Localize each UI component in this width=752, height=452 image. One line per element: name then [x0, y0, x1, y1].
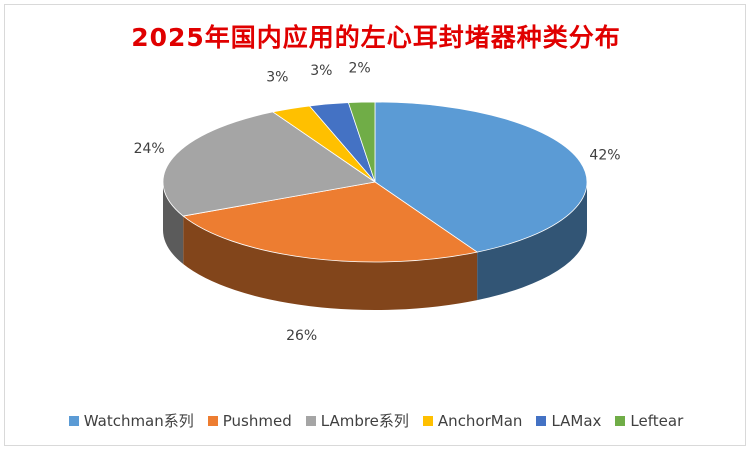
pie-side-watchman: [477, 182, 587, 301]
data-label-anchorman: 3%: [266, 70, 288, 86]
legend-item-lamax: LAMax: [536, 410, 601, 431]
pie-slice-pushmed: [182, 181, 479, 263]
data-label-leftear: 2%: [348, 61, 370, 77]
legend-item-watchman: Watchman系列: [68, 410, 194, 431]
chart-title: 2025年国内应用的左心耳封堵器种类分布: [131, 23, 621, 52]
legend-swatch-lambre: [305, 415, 316, 426]
legend-item-anchorman: AnchorMan: [422, 410, 523, 431]
legend-swatch-leftear: [615, 415, 626, 426]
data-label-pushmed: 26%: [286, 328, 317, 344]
legend: Watchman系列 Pushmed LAmbre系列 AnchorMan LA…: [0, 410, 752, 431]
data-label-watchman: 42%: [589, 147, 620, 163]
pie-slice-leftear: [347, 101, 376, 183]
legend-label-leftear: Leftear: [630, 411, 684, 430]
pie-side-pushmed: [183, 216, 478, 310]
data-label-lamax: 3%: [310, 63, 332, 79]
legend-swatch-lamax: [536, 415, 547, 426]
legend-swatch-pushmed: [207, 415, 218, 426]
legend-item-lambre: LAmbre系列: [305, 410, 409, 431]
legend-swatch-watchman: [68, 415, 79, 426]
legend-label-anchorman: AnchorMan: [437, 411, 523, 430]
legend-label-lambre: LAmbre系列: [320, 412, 409, 430]
legend-label-watchman: Watchman系列: [83, 412, 194, 430]
pie-slice-lambre: [162, 111, 377, 217]
pie-side-lambre: [163, 182, 184, 265]
data-label-lambre: 24%: [134, 141, 165, 157]
legend-item-pushmed: Pushmed: [207, 410, 292, 431]
pie-slice-watchman: [374, 101, 588, 253]
legend-swatch-anchorman: [422, 415, 433, 426]
legend-label-pushmed: Pushmed: [222, 411, 292, 430]
legend-label-lamax: LAMax: [551, 411, 602, 430]
legend-item-leftear: Leftear: [615, 410, 683, 431]
